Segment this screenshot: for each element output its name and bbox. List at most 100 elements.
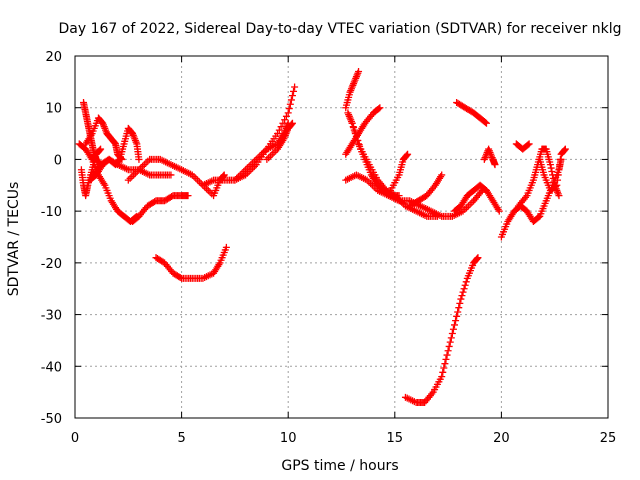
data-point xyxy=(355,68,363,76)
chart-title: Day 167 of 2022, Sidereal Day-to-day VTE… xyxy=(59,21,622,37)
data-point xyxy=(547,164,555,172)
series-arc-m xyxy=(342,68,363,112)
data-point xyxy=(552,182,560,190)
data-point xyxy=(288,92,296,100)
data-point xyxy=(96,146,104,154)
data-point xyxy=(350,124,358,132)
y-tick-label: -40 xyxy=(41,360,62,375)
data-point xyxy=(445,342,453,350)
y-tick-label: -20 xyxy=(41,257,62,272)
data-point xyxy=(561,145,569,153)
data-point xyxy=(548,167,556,175)
data-point xyxy=(453,312,461,320)
data-point xyxy=(288,120,296,128)
data-point xyxy=(442,355,450,363)
plot-frame xyxy=(74,55,609,419)
data-point xyxy=(287,96,295,104)
data-point xyxy=(456,299,464,307)
y-tick-label: -50 xyxy=(41,412,62,427)
series-arc-g xyxy=(124,155,228,200)
data-point xyxy=(376,104,384,112)
data-point xyxy=(554,176,562,184)
data-point xyxy=(553,181,561,189)
data-point xyxy=(135,155,143,163)
data-point xyxy=(443,351,451,359)
data-point xyxy=(444,347,452,355)
x-tick-label: 15 xyxy=(387,431,404,446)
y-tick-label: -30 xyxy=(41,309,62,324)
data-point xyxy=(167,171,175,179)
series-arc-z xyxy=(512,140,533,153)
data-point xyxy=(554,171,562,179)
data-point xyxy=(288,119,296,127)
data-point xyxy=(291,83,299,91)
data-point xyxy=(404,150,412,158)
data-point xyxy=(352,132,360,140)
data-point xyxy=(452,317,460,325)
data-point xyxy=(556,161,564,169)
data-point xyxy=(348,119,356,127)
data-point xyxy=(450,321,458,329)
data-point xyxy=(491,161,499,169)
data-point xyxy=(448,330,456,338)
y-axis-label: SDTVAR / TECUs xyxy=(6,182,22,297)
y-tick-label: 20 xyxy=(45,50,62,65)
data-point xyxy=(549,174,557,182)
series-arc-r xyxy=(387,150,412,194)
data-point xyxy=(446,338,454,346)
data-point xyxy=(439,368,447,376)
series-arc-h xyxy=(129,192,192,225)
series-arc-s xyxy=(406,171,446,210)
data-point xyxy=(460,285,468,293)
series-arc-i xyxy=(152,243,230,282)
data-point xyxy=(561,146,569,154)
data-point xyxy=(440,364,448,372)
data-point xyxy=(482,119,490,127)
data-point xyxy=(473,255,481,263)
data-point xyxy=(355,141,363,149)
data-point xyxy=(454,308,462,316)
data-point xyxy=(546,161,554,169)
data-point xyxy=(474,254,482,262)
data-point xyxy=(438,171,446,179)
data-point xyxy=(354,136,362,144)
data-point xyxy=(97,145,105,153)
data-point xyxy=(285,105,293,113)
series-arc-w xyxy=(480,145,499,169)
data-point xyxy=(403,151,411,159)
data-point xyxy=(290,87,298,95)
data-point xyxy=(555,166,563,174)
data-point xyxy=(375,105,383,113)
data-point xyxy=(461,281,469,289)
data-point xyxy=(447,334,455,342)
data-point xyxy=(351,128,359,136)
data-point xyxy=(457,295,465,303)
data-point xyxy=(176,274,184,282)
data-point xyxy=(495,207,503,215)
data-point xyxy=(556,155,564,163)
data-point xyxy=(284,109,292,117)
data-point xyxy=(525,140,533,148)
y-tick-label: -10 xyxy=(41,205,62,220)
series-arc-t xyxy=(401,254,482,406)
data-point xyxy=(462,278,470,286)
data-point xyxy=(449,325,457,333)
x-tick-label: 0 xyxy=(71,431,79,446)
data-point xyxy=(184,192,192,200)
x-tick-label: 10 xyxy=(280,431,297,446)
y-tick-label: 10 xyxy=(45,102,62,117)
series-arc-v xyxy=(450,181,503,215)
x-tick-label: 20 xyxy=(493,431,510,446)
data-point xyxy=(524,141,532,149)
plot-points xyxy=(75,68,569,406)
data-point xyxy=(222,243,230,251)
series-arc-aa xyxy=(536,145,569,194)
data-point xyxy=(220,172,228,180)
data-point xyxy=(438,373,446,381)
y-tick-label: 0 xyxy=(54,153,62,168)
data-point xyxy=(481,118,489,126)
x-tick-label: 5 xyxy=(177,431,185,446)
x-tick-label: 25 xyxy=(600,431,617,446)
